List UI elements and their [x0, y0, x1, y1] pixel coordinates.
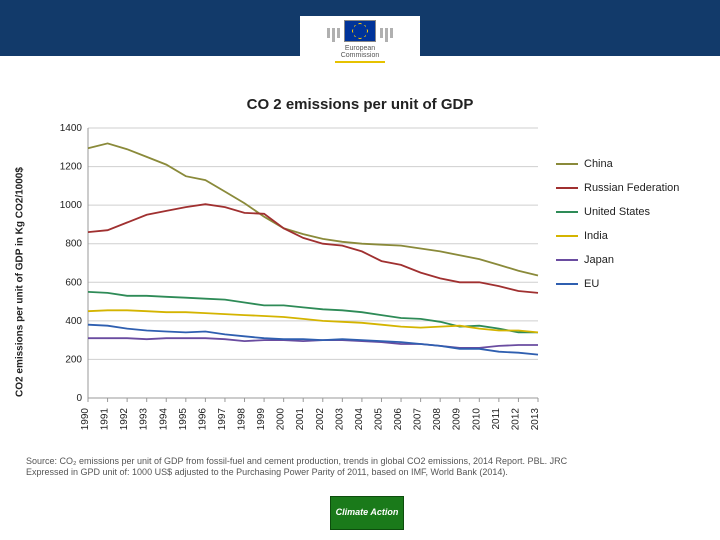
- badge-label: Climate Action: [336, 508, 399, 518]
- svg-text:1995: 1995: [178, 408, 189, 431]
- svg-text:2003: 2003: [334, 408, 345, 431]
- svg-text:2009: 2009: [452, 408, 463, 431]
- legend-swatch: [556, 211, 578, 213]
- svg-text:2004: 2004: [354, 408, 365, 431]
- chart-title: CO 2 emissions per unit of GDP: [0, 96, 720, 113]
- svg-text:1999: 1999: [256, 408, 267, 431]
- source-line-1: Source: CO₂ emissions per unit of GDP fr…: [26, 456, 686, 467]
- svg-text:1998: 1998: [237, 408, 248, 431]
- svg-text:1994: 1994: [158, 408, 169, 431]
- svg-text:1400: 1400: [60, 123, 83, 134]
- legend-label: China: [584, 158, 613, 170]
- source-line-2: Expressed in GPD unit of: 1000 US$ adjus…: [26, 467, 686, 478]
- svg-text:1993: 1993: [139, 408, 150, 431]
- climate-action-badge: Climate Action: [330, 496, 404, 530]
- svg-text:2006: 2006: [393, 408, 404, 431]
- header-band: European Commission: [0, 0, 720, 56]
- svg-text:2005: 2005: [373, 408, 384, 431]
- svg-text:2012: 2012: [510, 408, 521, 431]
- legend-label: United States: [584, 206, 650, 218]
- legend-swatch: [556, 259, 578, 261]
- svg-text:2011: 2011: [491, 408, 502, 430]
- legend-label: Japan: [584, 254, 614, 266]
- svg-text:600: 600: [65, 277, 82, 288]
- svg-text:1997: 1997: [217, 408, 228, 431]
- legend-label: EU: [584, 278, 599, 290]
- legend-item: Russian Federation: [556, 182, 696, 194]
- legend-label: Russian Federation: [584, 182, 679, 194]
- svg-text:200: 200: [65, 354, 82, 365]
- svg-text:0: 0: [76, 393, 82, 404]
- svg-text:2010: 2010: [471, 408, 482, 431]
- chart-area: CO2 emissions per unit of GDP in Kg CO2/…: [24, 122, 696, 448]
- legend-swatch: [556, 235, 578, 237]
- svg-text:2007: 2007: [413, 408, 424, 431]
- logo-text-top: European: [341, 45, 380, 52]
- svg-text:1991: 1991: [100, 408, 111, 431]
- svg-text:2000: 2000: [276, 408, 287, 431]
- svg-text:1990: 1990: [80, 408, 91, 431]
- legend-label: India: [584, 230, 608, 242]
- logo-underline: [335, 61, 385, 63]
- svg-text:800: 800: [65, 239, 82, 250]
- svg-text:2001: 2001: [295, 408, 306, 431]
- svg-text:2013: 2013: [530, 408, 541, 431]
- legend-swatch: [556, 163, 578, 165]
- svg-text:2002: 2002: [315, 408, 326, 431]
- logo-text-bottom: Commission: [341, 52, 380, 59]
- legend-swatch: [556, 283, 578, 285]
- source-note: Source: CO₂ emissions per unit of GDP fr…: [26, 456, 686, 479]
- svg-text:2008: 2008: [432, 408, 443, 431]
- svg-text:1000: 1000: [60, 200, 83, 211]
- svg-text:1992: 1992: [119, 408, 130, 431]
- svg-text:1200: 1200: [60, 162, 83, 173]
- chart-legend: China Russian Federation United States Indi…: [556, 146, 696, 302]
- legend-item: EU: [556, 278, 696, 290]
- legend-item: China: [556, 158, 696, 170]
- eu-flag-icon: [344, 20, 376, 42]
- legend-item: United States: [556, 206, 696, 218]
- legend-item: India: [556, 230, 696, 242]
- ec-logo: European Commission: [300, 16, 420, 88]
- legend-item: Japan: [556, 254, 696, 266]
- svg-text:1996: 1996: [197, 408, 208, 431]
- svg-text:400: 400: [65, 316, 82, 327]
- legend-swatch: [556, 187, 578, 189]
